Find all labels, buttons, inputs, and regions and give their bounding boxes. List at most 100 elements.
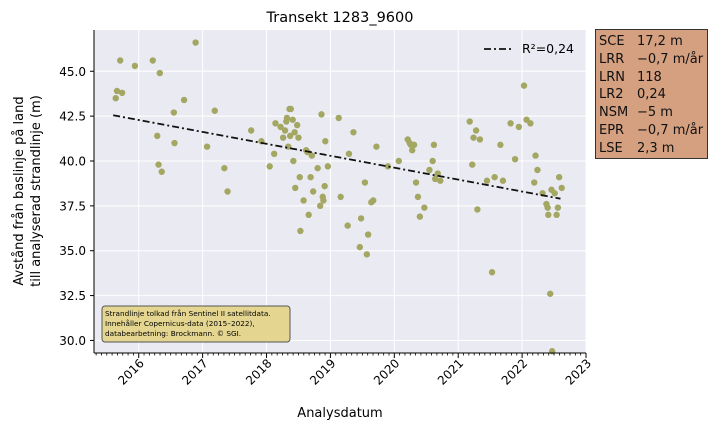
stat-row-lse: LSE 2,3 m — [599, 140, 704, 158]
y-tick-label: 42.5 — [59, 110, 86, 124]
data-point — [545, 211, 552, 219]
data-point — [297, 227, 304, 235]
data-point — [474, 206, 481, 213]
data-point — [287, 105, 294, 113]
annotation-line-1: Strandlinje tolkad från Sentinel II sate… — [105, 309, 271, 318]
data-point — [531, 179, 538, 186]
y-axis-label-line-1: Avstånd från baslinje på land — [12, 96, 27, 285]
y-tick-label: 45.0 — [59, 65, 86, 79]
data-points — [112, 39, 565, 355]
data-point — [416, 213, 424, 220]
data-point — [432, 175, 439, 183]
x-tick-label: 2020 — [371, 356, 402, 387]
data-point — [470, 134, 477, 141]
data-point — [170, 109, 178, 116]
grid — [94, 30, 587, 353]
data-point — [483, 177, 491, 184]
x-tick-label: 2017 — [179, 356, 210, 387]
annotation-background — [101, 305, 291, 343]
data-point — [344, 222, 351, 229]
data-point — [154, 132, 161, 140]
data-point — [384, 163, 392, 170]
data-point — [131, 62, 139, 70]
data-point — [395, 157, 402, 165]
x-axis-label: Analysdatum — [297, 406, 382, 421]
data-point — [409, 147, 416, 154]
data-point — [309, 188, 317, 195]
data-point — [555, 173, 563, 181]
data-point — [293, 121, 301, 129]
data-point — [281, 127, 289, 134]
data-point — [507, 120, 514, 127]
data-point — [364, 231, 372, 238]
data-point — [296, 173, 303, 181]
data-point — [272, 120, 279, 127]
data-point — [434, 170, 441, 177]
stat-row-lr2: LR2 0,24 — [599, 86, 704, 104]
data-point — [412, 179, 420, 186]
stat-value: 2,3 m — [637, 140, 675, 156]
data-point — [534, 166, 541, 174]
data-point — [322, 138, 329, 145]
data-point — [320, 197, 327, 204]
data-point — [112, 94, 119, 102]
data-point — [363, 251, 371, 258]
stat-value: −0,7 m/år — [637, 51, 704, 67]
data-point — [300, 197, 307, 204]
data-point — [279, 134, 287, 141]
data-point — [466, 118, 473, 125]
stat-row-sce: SCE 17,2 m — [599, 33, 704, 51]
data-point — [221, 164, 228, 172]
data-point — [554, 204, 562, 211]
data-point — [426, 166, 433, 174]
data-point — [373, 143, 380, 150]
data-point — [547, 290, 554, 297]
data-point — [437, 177, 444, 184]
data-point — [551, 190, 558, 197]
data-point — [316, 202, 324, 210]
data-point — [421, 204, 428, 211]
data-point — [558, 184, 565, 192]
data-point — [476, 136, 484, 143]
data-point — [266, 163, 273, 170]
stat-key: LRN — [599, 69, 625, 85]
y-tick-label: 32.5 — [59, 289, 86, 303]
data-point — [308, 152, 316, 159]
data-point — [488, 269, 496, 276]
data-point — [292, 184, 299, 192]
stat-key: EPR — [599, 122, 625, 138]
x-tick-label: 2019 — [307, 356, 338, 387]
stat-key: LSE — [599, 140, 623, 156]
data-point — [156, 69, 164, 77]
stat-value: 17,2 m — [637, 34, 683, 49]
statistics-box: SCE 17,2 m LRR −0,7 m/år LRN 118 LR2 0,2… — [595, 29, 708, 159]
data-point — [277, 123, 284, 131]
data-point — [527, 120, 534, 127]
y-tick-label: 35.0 — [59, 244, 86, 258]
plot-area-background — [94, 30, 586, 353]
data-point — [414, 193, 422, 201]
data-point — [335, 114, 342, 122]
trend-line — [113, 114, 561, 200]
data-point — [270, 150, 278, 158]
data-point — [211, 107, 218, 114]
data-point — [430, 141, 438, 149]
stat-row-lrn: LRN 118 — [599, 69, 704, 87]
data-point — [532, 152, 539, 159]
data-point — [429, 157, 436, 165]
data-point — [491, 173, 498, 181]
data-point — [337, 193, 344, 201]
data-point — [356, 243, 364, 251]
annotation-box: Strandlinje tolkad från Sentinel II sate… — [101, 305, 291, 343]
data-point — [553, 211, 560, 219]
stat-value: 118 — [637, 69, 662, 85]
data-point — [291, 129, 298, 136]
data-point — [350, 129, 357, 136]
data-point — [283, 114, 291, 122]
stat-row-lrr: LRR −0,7 m/år — [599, 51, 704, 69]
data-point — [224, 188, 231, 195]
data-point — [307, 173, 314, 181]
data-point — [370, 197, 377, 204]
data-point — [361, 179, 369, 186]
